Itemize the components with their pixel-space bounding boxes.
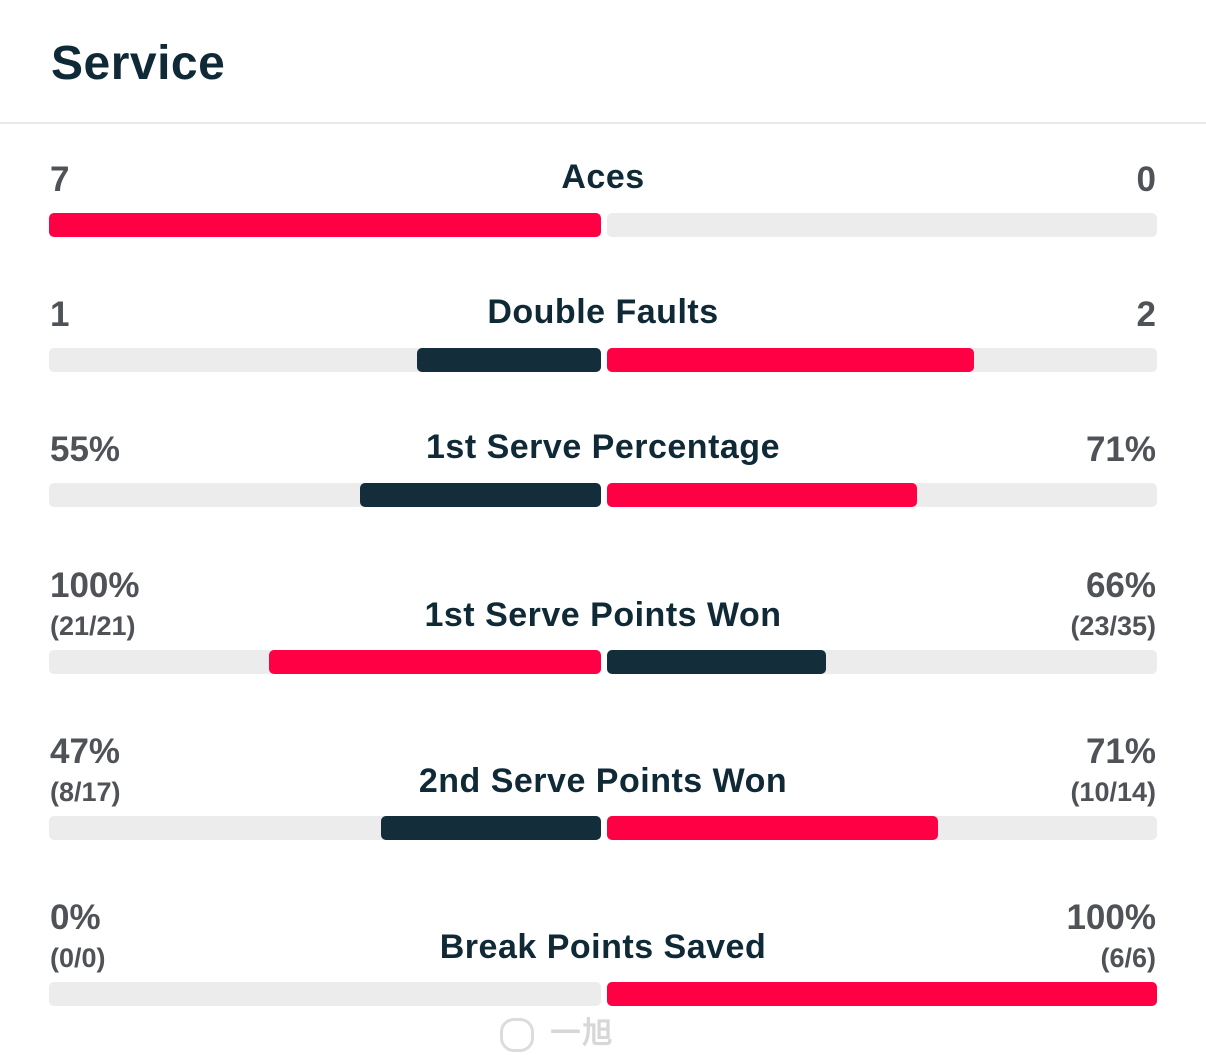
stat-label: Break Points Saved (439, 928, 767, 966)
left-player-value: 55% (50, 430, 121, 469)
watermark-logo-icon (500, 1018, 534, 1053)
right-player-value: 66% (1085, 566, 1156, 605)
left-player-ratio: (21/21) (50, 611, 136, 641)
right-bar-track (607, 816, 1157, 840)
left-player-value: 1 (50, 295, 70, 334)
right-bar-track (607, 213, 1157, 237)
left-bar-track (49, 982, 601, 1006)
watermark: 一旭 (500, 1008, 710, 1053)
left-player-value: 100% (50, 566, 140, 605)
right-player-value: 71% (1085, 732, 1156, 771)
right-bar-fill (607, 816, 938, 840)
left-bar-track (49, 483, 601, 507)
stat-row-1st-serve-percentage: 55% 1st Serve Percentage 71% (0, 420, 1206, 540)
right-bar-fill (607, 650, 826, 674)
right-player-value: 0 (1136, 160, 1156, 199)
section-header: Service (0, 0, 1206, 124)
left-player-value: 47% (50, 732, 121, 771)
right-player-value: 71% (1085, 430, 1156, 469)
stat-label: 1st Serve Percentage (426, 428, 780, 466)
left-bar-track (49, 650, 601, 674)
right-bar-fill (607, 483, 917, 507)
right-bar-track (607, 483, 1157, 507)
right-bar-track (607, 348, 1157, 372)
stat-row-break-points-saved: 0% (0/0) Break Points Saved 100% (6/6) (0, 888, 1206, 1008)
right-player-ratio: (10/14) (1070, 777, 1156, 807)
right-player-ratio: (23/35) (1070, 611, 1156, 641)
right-bar-track (607, 650, 1157, 674)
stat-row-1st-serve-points-won: 100% (21/21) 1st Serve Points Won 66% (2… (0, 556, 1206, 676)
stat-label: Double Faults (487, 293, 719, 331)
left-bar-fill (269, 650, 601, 674)
right-bar-fill (607, 348, 974, 372)
left-player-value: 0% (50, 898, 101, 937)
right-bar-track (607, 982, 1157, 1006)
left-bar-track (49, 348, 601, 372)
left-player-ratio: (8/17) (50, 777, 121, 807)
right-player-value: 100% (1066, 898, 1156, 937)
watermark-text: 一旭 (550, 1017, 615, 1050)
left-bar-track (49, 213, 601, 237)
stat-label: 1st Serve Points Won (424, 596, 782, 634)
stat-row-aces: 7 Aces 0 (0, 150, 1206, 270)
right-player-value: 2 (1136, 295, 1156, 334)
right-bar-fill (607, 982, 1157, 1006)
left-bar-fill (417, 348, 601, 372)
stat-label: Aces (561, 158, 645, 196)
left-player-ratio: (0/0) (50, 943, 106, 973)
section-title: Service (51, 37, 226, 90)
stat-row-double-faults: 1 Double Faults 2 (0, 285, 1206, 405)
stat-label: 2nd Serve Points Won (418, 762, 788, 800)
left-bar-fill (381, 816, 601, 840)
stat-row-2nd-serve-points-won: 47% (8/17) 2nd Serve Points Won 71% (10/… (0, 722, 1206, 842)
left-player-value: 7 (50, 160, 70, 199)
left-bar-fill (360, 483, 601, 507)
right-player-ratio: (6/6) (1100, 943, 1156, 973)
left-bar-fill (49, 213, 601, 237)
left-bar-track (49, 816, 601, 840)
